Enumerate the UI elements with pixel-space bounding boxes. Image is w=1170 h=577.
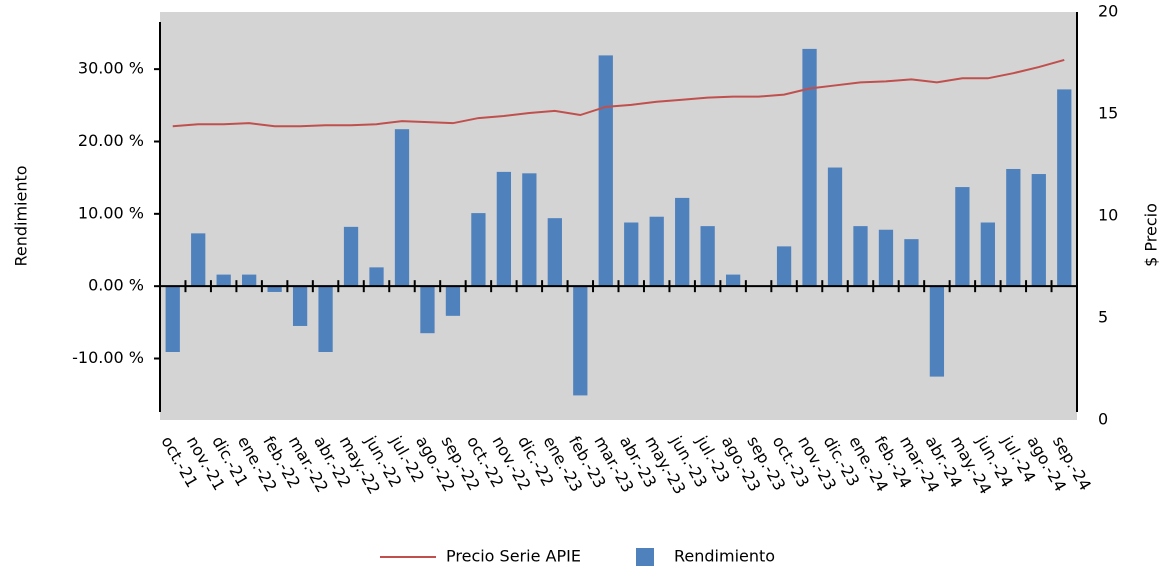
y2-axis-title: $ Precio: [1142, 203, 1161, 267]
bar: [624, 222, 639, 287]
bar: [955, 187, 970, 287]
bar: [980, 222, 995, 287]
bar: [1057, 89, 1072, 287]
bar: [242, 274, 257, 287]
bar: [827, 167, 843, 287]
bar: [725, 274, 741, 287]
bar: [853, 226, 868, 287]
bar: [420, 286, 435, 334]
y-axis-title: Rendimiento: [12, 165, 31, 266]
y-tick-label: 30.00 %: [78, 59, 144, 78]
bar: [191, 233, 206, 287]
y-tick-label: -10.00 %: [72, 348, 144, 367]
bar: [547, 218, 562, 287]
bar: [267, 286, 282, 292]
bar: [496, 171, 512, 287]
y2-tick-label: 15: [1098, 104, 1118, 123]
y-tick-label: 20.00 %: [78, 131, 144, 150]
y2-tick-label: 10: [1098, 206, 1118, 225]
bar: [522, 173, 537, 287]
bar: [675, 197, 690, 287]
y-tick-label: 10.00 %: [78, 203, 144, 222]
y2-tick-label: 20: [1098, 2, 1118, 21]
y-tick-label: 0.00 %: [88, 276, 144, 295]
bar: [292, 286, 308, 326]
legend-swatch: [636, 548, 654, 566]
bar: [394, 129, 410, 287]
bar: [649, 216, 664, 287]
y2-tick-label: 5: [1098, 308, 1108, 327]
bar: [1006, 168, 1021, 287]
bar: [802, 48, 817, 287]
bar: [1031, 174, 1046, 287]
bar: [929, 286, 945, 377]
bar: [904, 239, 919, 287]
bar: [318, 286, 333, 352]
bar: [878, 229, 894, 287]
y2-tick-label: 0: [1098, 410, 1108, 429]
bar: [343, 226, 359, 287]
legend-label: Rendimiento: [674, 547, 775, 566]
bar: [369, 267, 384, 287]
bar: [165, 286, 180, 352]
bar: [776, 246, 792, 287]
bar: [216, 274, 231, 287]
price-line: [172, 58, 1065, 128]
bar: [573, 286, 588, 396]
legend-label: Precio Serie APIE: [446, 547, 581, 566]
bar: [471, 213, 486, 287]
bar: [700, 226, 715, 287]
bar: [445, 286, 461, 316]
bar: [598, 55, 613, 287]
